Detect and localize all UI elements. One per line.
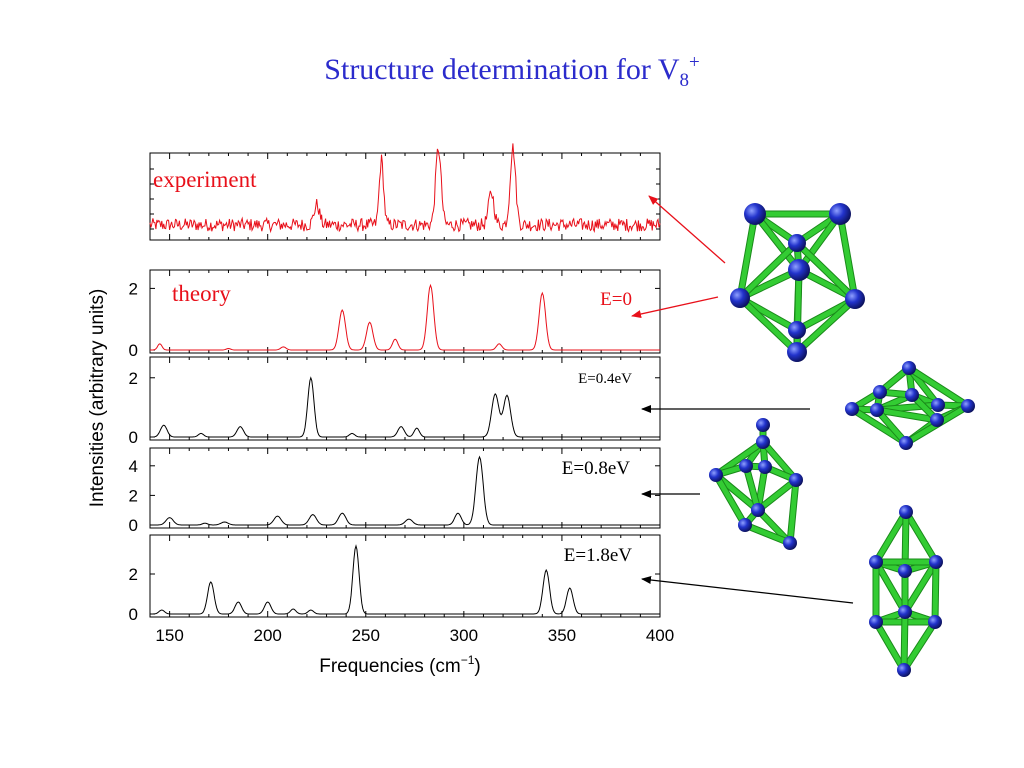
y-tick-label: 0 xyxy=(129,605,138,624)
y-tick-label: 0 xyxy=(129,516,138,535)
atom-icon xyxy=(897,663,911,677)
atom-icon xyxy=(930,413,944,427)
title-superscript: + xyxy=(688,52,700,73)
x-tick-label: 250 xyxy=(352,626,380,645)
atom-icon xyxy=(902,361,916,375)
spectrum-panel: 0 2 4 E=0.8eV xyxy=(129,447,661,535)
atom-icon xyxy=(756,418,770,432)
x-tick-label: 200 xyxy=(254,626,282,645)
title-subscript: 8 xyxy=(679,70,689,91)
atom-icon xyxy=(873,385,887,399)
y-tick-label: 2 xyxy=(129,565,138,584)
atom-icon xyxy=(744,203,766,225)
atom-icon xyxy=(845,402,859,416)
atom-icon xyxy=(929,555,943,569)
spectrum-line xyxy=(149,143,661,234)
atom-icon xyxy=(961,399,975,413)
pointer-arrow xyxy=(631,296,719,318)
spectrum-panel: experiment xyxy=(149,143,661,241)
spectrum-panel: 0 2 theory E=0 xyxy=(129,269,661,360)
atom-icon xyxy=(730,288,750,308)
y-tick-label: 2 xyxy=(129,486,138,505)
spectrum-panel: 0 2 E=1.8eV xyxy=(129,534,661,624)
atom-icon xyxy=(829,203,851,225)
energy-label: E=1.8eV xyxy=(564,545,633,566)
atom-icon xyxy=(739,459,753,473)
atom-icon xyxy=(709,468,723,482)
spectrum-line xyxy=(150,376,660,438)
panel-frame xyxy=(149,356,661,441)
slide-title: Structure determination for V8+ xyxy=(0,52,1024,92)
atom-icon xyxy=(788,321,806,339)
y-tick-label: 0 xyxy=(129,341,138,360)
x-tick-label: 400 xyxy=(646,626,674,645)
spectrum-line xyxy=(150,544,660,615)
pointer-arrow xyxy=(648,195,726,264)
atom-icon xyxy=(905,388,919,402)
atom-icon xyxy=(899,505,913,519)
atom-icon xyxy=(756,435,770,449)
atom-icon xyxy=(870,403,884,417)
cluster-structure-icon xyxy=(709,418,803,550)
atom-icon xyxy=(758,460,772,474)
energy-label: E=0.4eV xyxy=(578,371,632,387)
atom-icon xyxy=(899,436,913,450)
atom-icon xyxy=(788,234,806,252)
atom-icon xyxy=(898,564,912,578)
cluster-structure-icon xyxy=(730,203,865,362)
atom-icon xyxy=(783,536,797,550)
title-text: Structure determination for V xyxy=(324,53,680,86)
spectrum-line xyxy=(150,455,660,526)
y-tick-label: 4 xyxy=(129,457,138,476)
atom-icon xyxy=(788,259,810,281)
atom-icon xyxy=(931,398,945,412)
atom-icon xyxy=(789,473,803,487)
y-tick-label: 2 xyxy=(129,369,138,388)
cluster-structure-icon xyxy=(869,505,943,677)
energy-label: E=0 xyxy=(600,289,632,310)
atom-icon xyxy=(898,605,912,619)
spectrum-line xyxy=(150,283,660,351)
panel-label: experiment xyxy=(153,167,257,192)
panel-label: theory xyxy=(172,281,231,306)
x-tick-label: 150 xyxy=(155,626,183,645)
energy-label: E=0.8eV xyxy=(562,458,631,479)
x-tick-label: 300 xyxy=(450,626,478,645)
atom-icon xyxy=(751,503,765,517)
y-tick-label: 2 xyxy=(129,279,138,298)
atom-icon xyxy=(869,555,883,569)
y-axis-label: Intensities (arbitrary units) xyxy=(87,289,108,508)
atom-icon xyxy=(787,342,807,362)
x-tick-label: 350 xyxy=(548,626,576,645)
atom-icon xyxy=(928,615,942,629)
atom-icon xyxy=(869,615,883,629)
atom-icon xyxy=(738,518,752,532)
spectrum-panel: 0 2 E=0.4eV xyxy=(129,356,661,447)
y-tick-label: 0 xyxy=(129,428,138,447)
x-axis-label: Frequencies (cm−1) xyxy=(319,653,481,677)
atom-icon xyxy=(845,289,865,309)
pointer-arrow xyxy=(641,576,854,604)
cluster-structure-icon xyxy=(845,361,975,450)
